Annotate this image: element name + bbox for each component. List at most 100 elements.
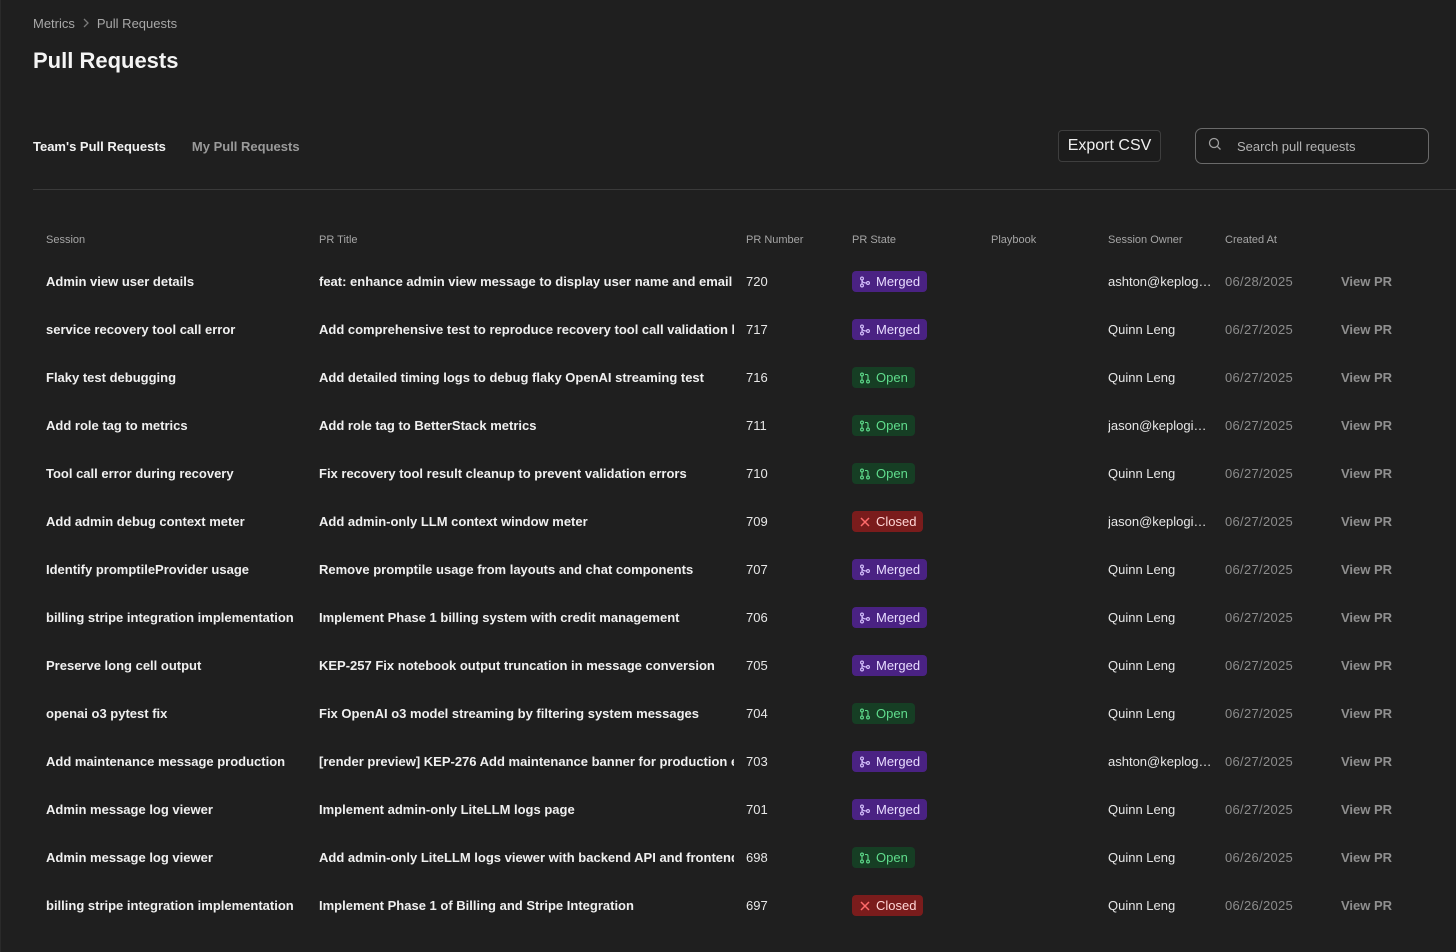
cell-session: Add maintenance message production bbox=[46, 754, 286, 769]
status-badge-label: Merged bbox=[876, 801, 921, 817]
cell-pr-number: 717 bbox=[746, 322, 768, 337]
table-row[interactable]: openai o3 pytest fix Fix OpenAI o3 model … bbox=[1, 690, 1456, 738]
table-row[interactable]: service recovery tool call error Add comp… bbox=[1, 306, 1456, 354]
view-pr-link[interactable]: View PR bbox=[1341, 898, 1393, 913]
cell-session: service recovery tool call error bbox=[46, 322, 236, 337]
column-header-playbook[interactable]: Playbook bbox=[991, 234, 1037, 246]
cell-pr-state: Merged bbox=[852, 271, 982, 292]
search-input[interactable] bbox=[1235, 137, 1419, 155]
cell-session: Flaky test debugging bbox=[46, 370, 177, 385]
status-badge-label: Open bbox=[876, 849, 908, 865]
cell-pr-number: 705 bbox=[746, 658, 768, 673]
search-box[interactable] bbox=[1195, 128, 1429, 164]
cell-pr-number: 709 bbox=[746, 514, 768, 529]
merge-icon bbox=[859, 564, 871, 576]
table-row[interactable]: Admin message log viewer Implement admin-… bbox=[1, 786, 1456, 834]
status-badge-label: Merged bbox=[876, 321, 921, 337]
column-header-pr-title[interactable]: PR Title bbox=[319, 234, 358, 246]
table-row[interactable]: Identify promptileProvider usage Remove p… bbox=[1, 546, 1456, 594]
cell-session-owner: ashton@keplogic.com bbox=[1108, 754, 1212, 769]
cell-pr-title: Implement Phase 1 billing system with cr… bbox=[319, 610, 680, 625]
cell-created-at: 06/27/2025 bbox=[1225, 466, 1294, 481]
table-row[interactable]: Admin message log viewer Add admin-only L… bbox=[1, 834, 1456, 882]
view-pr-link[interactable]: View PR bbox=[1341, 706, 1393, 721]
view-pr-link[interactable]: View PR bbox=[1341, 466, 1393, 481]
cell-session-owner: Quinn Leng bbox=[1108, 898, 1176, 913]
table-header: Session PR Title PR Number PR State Play… bbox=[1, 234, 1456, 250]
cell-session: billing stripe integration implementatio… bbox=[46, 610, 294, 625]
search-icon bbox=[1208, 137, 1222, 156]
cell-created-at: 06/27/2025 bbox=[1225, 754, 1294, 769]
view-pr-link[interactable]: View PR bbox=[1341, 418, 1393, 433]
table-row[interactable]: billing stripe integration implementatio… bbox=[1, 594, 1456, 642]
cell-pr-number: 697 bbox=[746, 898, 768, 913]
view-pr-link[interactable]: View PR bbox=[1341, 658, 1393, 673]
table-row[interactable]: Add role tag to metrics Add role tag to B… bbox=[1, 402, 1456, 450]
cell-pr-number: 710 bbox=[746, 466, 768, 481]
status-badge-label: Open bbox=[876, 369, 908, 385]
tab-my-pull-requests[interactable]: My Pull Requests bbox=[191, 139, 300, 154]
cell-created-at: 06/27/2025 bbox=[1225, 370, 1294, 385]
cell-pr-number: 701 bbox=[746, 802, 768, 817]
view-pr-link[interactable]: View PR bbox=[1341, 322, 1393, 337]
view-pr-link[interactable]: View PR bbox=[1341, 754, 1393, 769]
status-badge: Merged bbox=[852, 655, 928, 676]
table-row[interactable]: Flaky test debugging Add detailed timing … bbox=[1, 354, 1456, 402]
column-header-pr-state[interactable]: PR State bbox=[852, 234, 897, 246]
view-pr-link[interactable]: View PR bbox=[1341, 562, 1393, 577]
cell-pr-state: Merged bbox=[852, 655, 982, 676]
status-badge: Open bbox=[852, 703, 915, 724]
column-header-session[interactable]: Session bbox=[46, 234, 86, 246]
table-row[interactable]: Add admin debug context meter Add admin-o… bbox=[1, 498, 1456, 546]
cell-pr-title: KEP-257 Fix notebook output truncation i… bbox=[319, 658, 715, 673]
cell-session-owner: Quinn Leng bbox=[1108, 850, 1176, 865]
cell-created-at: 06/26/2025 bbox=[1225, 898, 1294, 913]
column-header-created-at[interactable]: Created At bbox=[1225, 234, 1277, 246]
cell-pr-state: Closed bbox=[852, 895, 982, 916]
table-row[interactable]: billing stripe integration implementatio… bbox=[1, 882, 1456, 930]
view-pr-link[interactable]: View PR bbox=[1341, 274, 1393, 289]
cell-pr-title: Add detailed timing logs to debug flaky … bbox=[319, 370, 704, 385]
table-row[interactable]: Admin view user details feat: enhance adm… bbox=[1, 258, 1456, 306]
tab-teams-pull-requests[interactable]: Team's Pull Requests bbox=[33, 139, 166, 154]
pull-request-open-icon bbox=[859, 372, 871, 384]
cell-session: Admin view user details bbox=[46, 274, 195, 289]
cell-pr-title: feat: enhance admin view message to disp… bbox=[319, 274, 733, 289]
cell-pr-title: Fix OpenAI o3 model streaming by filteri… bbox=[319, 706, 700, 721]
view-pr-link[interactable]: View PR bbox=[1341, 850, 1393, 865]
breadcrumb-metrics-link[interactable]: Metrics bbox=[33, 16, 75, 31]
cell-pr-state: Closed bbox=[852, 511, 982, 532]
export-csv-button[interactable]: Export CSV bbox=[1058, 130, 1161, 162]
close-icon bbox=[859, 516, 871, 528]
cell-pr-number: 704 bbox=[746, 706, 768, 721]
status-badge-label: Open bbox=[876, 705, 908, 721]
cell-pr-state: Open bbox=[852, 703, 982, 724]
column-header-pr-number[interactable]: PR Number bbox=[746, 234, 804, 246]
cell-session: openai o3 pytest fix bbox=[46, 706, 168, 721]
cell-created-at: 06/27/2025 bbox=[1225, 562, 1294, 577]
status-badge: Closed bbox=[852, 511, 924, 532]
tab-bar: Team's Pull Requests My Pull Requests bbox=[33, 139, 300, 154]
table-row[interactable]: Preserve long cell output KEP-257 Fix not… bbox=[1, 642, 1456, 690]
cell-session-owner: Quinn Leng bbox=[1108, 562, 1176, 577]
cell-session: Identify promptileProvider usage bbox=[46, 562, 249, 577]
status-badge: Merged bbox=[852, 319, 928, 340]
table-row[interactable]: Tool call error during recovery Fix recov… bbox=[1, 450, 1456, 498]
view-pr-link[interactable]: View PR bbox=[1341, 610, 1393, 625]
cell-pr-state: Merged bbox=[852, 559, 982, 580]
view-pr-link[interactable]: View PR bbox=[1341, 802, 1393, 817]
cell-pr-state: Open bbox=[852, 847, 982, 868]
view-pr-link[interactable]: View PR bbox=[1341, 370, 1393, 385]
cell-session: billing stripe integration implementatio… bbox=[46, 898, 294, 913]
table-row[interactable]: Add maintenance message production [rende… bbox=[1, 738, 1456, 786]
cell-session-owner: ashton@keplogic.com bbox=[1108, 274, 1212, 289]
column-header-session-owner[interactable]: Session Owner bbox=[1108, 234, 1183, 246]
cell-pr-title: [render preview] KEP-276 Add maintenance… bbox=[319, 754, 734, 769]
cell-pr-number: 720 bbox=[746, 274, 768, 289]
breadcrumb-current: Pull Requests bbox=[96, 16, 178, 31]
view-pr-link[interactable]: View PR bbox=[1341, 514, 1393, 529]
cell-session-owner: Quinn Leng bbox=[1108, 610, 1176, 625]
status-badge-label: Merged bbox=[876, 273, 921, 289]
cell-pr-state: Merged bbox=[852, 751, 982, 772]
cell-session-owner: jason@keplogic.com bbox=[1108, 418, 1212, 433]
